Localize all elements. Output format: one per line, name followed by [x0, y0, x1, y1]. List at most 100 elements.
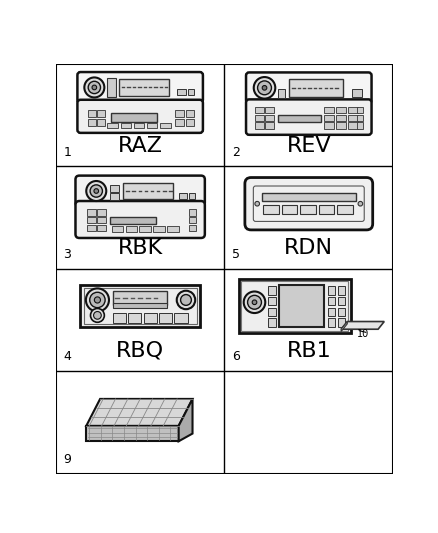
Bar [279, 285, 324, 327]
Bar [159, 313, 172, 322]
Text: 10: 10 [357, 329, 369, 339]
Bar [282, 205, 297, 214]
Bar [336, 107, 346, 113]
Bar [338, 318, 346, 327]
Polygon shape [341, 321, 384, 329]
Bar [88, 119, 96, 126]
Bar [241, 281, 349, 331]
Bar [328, 286, 336, 295]
Circle shape [247, 295, 261, 309]
Bar [338, 286, 346, 295]
Bar [265, 107, 274, 113]
Bar [336, 115, 346, 121]
Circle shape [255, 201, 259, 206]
Bar [265, 115, 274, 121]
Bar [328, 308, 336, 316]
Bar [97, 225, 106, 231]
Bar [107, 123, 118, 128]
Bar [128, 313, 141, 322]
Circle shape [94, 311, 101, 319]
Bar [113, 290, 167, 304]
Bar [279, 115, 321, 123]
Text: RAZ: RAZ [118, 136, 162, 156]
Circle shape [252, 300, 257, 304]
Bar [186, 110, 194, 117]
Bar [189, 217, 196, 223]
FancyBboxPatch shape [75, 175, 205, 206]
Bar [336, 123, 346, 128]
Circle shape [90, 292, 105, 308]
Bar [278, 88, 285, 98]
FancyBboxPatch shape [78, 72, 203, 103]
Bar [167, 225, 179, 232]
Bar [147, 123, 158, 128]
Bar [268, 318, 276, 327]
FancyBboxPatch shape [245, 177, 373, 230]
Bar [110, 193, 120, 200]
Bar [87, 209, 95, 216]
Circle shape [180, 295, 191, 305]
Bar [337, 205, 353, 214]
Bar [112, 225, 123, 232]
Bar [324, 115, 334, 121]
Circle shape [94, 189, 99, 193]
Text: RDN: RDN [284, 238, 333, 259]
Bar [189, 192, 195, 199]
FancyBboxPatch shape [75, 201, 205, 238]
Bar [97, 119, 105, 126]
Bar [88, 110, 96, 117]
Bar [239, 279, 351, 333]
Circle shape [91, 309, 104, 322]
Bar [319, 205, 334, 214]
Bar [126, 225, 137, 232]
Bar [110, 217, 156, 224]
Polygon shape [179, 399, 193, 441]
Text: REV: REV [286, 136, 331, 156]
Bar [263, 205, 279, 214]
Text: RB1: RB1 [286, 341, 331, 361]
Text: 4: 4 [64, 351, 71, 364]
Bar [113, 303, 167, 308]
Bar [262, 193, 356, 200]
Text: 6: 6 [232, 351, 240, 364]
Bar [87, 225, 95, 231]
Bar [352, 90, 362, 97]
Circle shape [92, 85, 97, 90]
Bar [357, 123, 363, 128]
Bar [338, 308, 346, 316]
Bar [113, 313, 126, 322]
Text: 3: 3 [64, 248, 71, 261]
Bar [187, 89, 194, 95]
Bar [120, 123, 131, 128]
Circle shape [86, 181, 106, 201]
Bar [97, 110, 105, 117]
Bar [289, 78, 343, 97]
Bar [84, 288, 197, 324]
Polygon shape [86, 399, 193, 426]
Bar [268, 297, 276, 305]
Text: 9: 9 [64, 453, 71, 466]
Circle shape [358, 201, 363, 206]
FancyBboxPatch shape [246, 72, 371, 103]
Bar [268, 286, 276, 295]
Bar [349, 123, 358, 128]
Text: 1: 1 [64, 146, 71, 159]
Bar [349, 115, 358, 121]
Circle shape [244, 292, 265, 313]
Bar [107, 78, 116, 96]
Bar [328, 297, 336, 305]
FancyBboxPatch shape [246, 99, 371, 135]
Bar [134, 123, 145, 128]
Bar [180, 192, 187, 199]
Bar [189, 209, 196, 216]
Circle shape [86, 288, 109, 311]
Bar [139, 225, 151, 232]
Bar [177, 89, 186, 95]
Bar [349, 107, 358, 113]
Text: 2: 2 [232, 146, 240, 159]
Circle shape [258, 81, 272, 95]
Bar [324, 123, 334, 128]
Circle shape [90, 185, 102, 197]
Bar [255, 107, 264, 113]
Circle shape [94, 297, 100, 303]
